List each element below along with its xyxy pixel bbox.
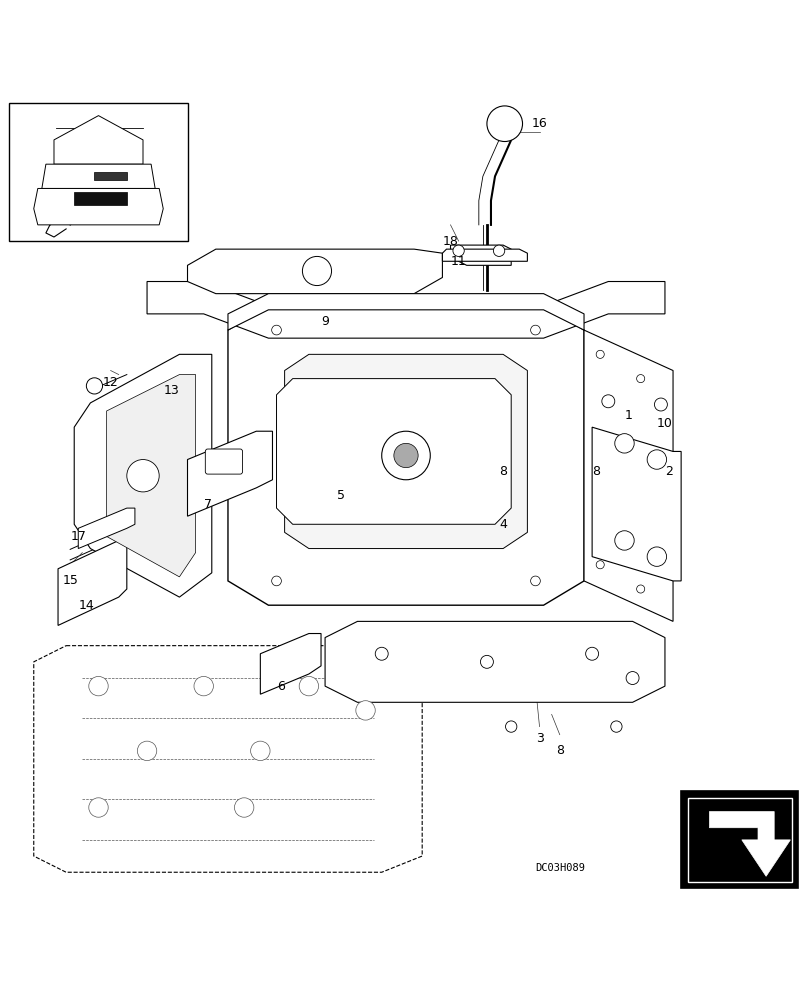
Polygon shape — [260, 634, 320, 694]
Polygon shape — [285, 354, 526, 549]
Circle shape — [614, 531, 633, 550]
Polygon shape — [42, 164, 155, 188]
Text: 9: 9 — [320, 315, 328, 328]
Circle shape — [298, 676, 318, 696]
Text: 3: 3 — [535, 732, 543, 745]
Text: 18: 18 — [442, 235, 458, 248]
Circle shape — [585, 647, 598, 660]
Text: 1: 1 — [624, 409, 632, 422]
Circle shape — [487, 106, 522, 142]
Circle shape — [625, 672, 638, 685]
Circle shape — [355, 701, 375, 720]
Text: 8: 8 — [555, 744, 563, 757]
FancyBboxPatch shape — [205, 449, 242, 474]
Circle shape — [234, 798, 254, 817]
Circle shape — [86, 378, 102, 394]
Text: 8: 8 — [499, 465, 507, 478]
Text: 8: 8 — [591, 465, 599, 478]
Circle shape — [88, 676, 108, 696]
Circle shape — [480, 655, 493, 668]
Circle shape — [610, 721, 621, 732]
Circle shape — [595, 350, 603, 358]
Polygon shape — [94, 172, 127, 180]
Polygon shape — [228, 294, 583, 330]
Text: 15: 15 — [62, 574, 78, 587]
Polygon shape — [54, 116, 143, 164]
Bar — [10, 103, 187, 241]
Text: 4: 4 — [499, 518, 506, 531]
Circle shape — [646, 547, 666, 566]
Circle shape — [636, 375, 644, 383]
Polygon shape — [78, 508, 135, 549]
Circle shape — [375, 647, 388, 660]
Polygon shape — [228, 306, 583, 605]
Polygon shape — [147, 282, 664, 338]
Circle shape — [636, 585, 644, 593]
Polygon shape — [187, 431, 272, 516]
Text: 11: 11 — [450, 255, 466, 268]
Polygon shape — [450, 245, 511, 265]
Polygon shape — [324, 621, 664, 702]
Text: 12: 12 — [103, 376, 118, 389]
Circle shape — [137, 741, 157, 761]
Circle shape — [530, 325, 539, 335]
Polygon shape — [74, 192, 127, 205]
Circle shape — [453, 245, 464, 256]
Circle shape — [614, 434, 633, 453]
Circle shape — [393, 443, 418, 468]
Circle shape — [595, 561, 603, 569]
Polygon shape — [277, 379, 511, 524]
Text: 13: 13 — [163, 384, 179, 397]
Polygon shape — [442, 249, 526, 261]
Text: 10: 10 — [656, 417, 672, 430]
Polygon shape — [74, 354, 212, 597]
Circle shape — [646, 450, 666, 469]
Polygon shape — [106, 375, 195, 577]
Bar — [687, 798, 791, 882]
Circle shape — [272, 325, 281, 335]
Text: 6: 6 — [277, 680, 284, 693]
Circle shape — [601, 395, 614, 408]
Polygon shape — [34, 646, 422, 872]
Circle shape — [88, 798, 108, 817]
Circle shape — [493, 245, 504, 256]
Text: 14: 14 — [79, 599, 94, 612]
Circle shape — [505, 721, 517, 732]
Circle shape — [272, 576, 281, 586]
Circle shape — [530, 576, 539, 586]
Circle shape — [654, 398, 667, 411]
Circle shape — [251, 741, 270, 761]
Circle shape — [302, 256, 331, 286]
Polygon shape — [709, 812, 789, 876]
Circle shape — [194, 676, 213, 696]
Text: 2: 2 — [664, 465, 672, 478]
Polygon shape — [34, 188, 163, 225]
Circle shape — [381, 431, 430, 480]
Text: DC03H089: DC03H089 — [534, 863, 584, 873]
Text: 16: 16 — [531, 117, 547, 130]
Bar — [680, 791, 797, 888]
Text: 7: 7 — [204, 498, 212, 511]
Polygon shape — [187, 249, 442, 294]
Polygon shape — [58, 540, 127, 625]
Text: 5: 5 — [337, 489, 345, 502]
Text: 17: 17 — [71, 530, 86, 543]
Polygon shape — [583, 330, 672, 621]
Circle shape — [127, 460, 159, 492]
Polygon shape — [591, 427, 680, 581]
